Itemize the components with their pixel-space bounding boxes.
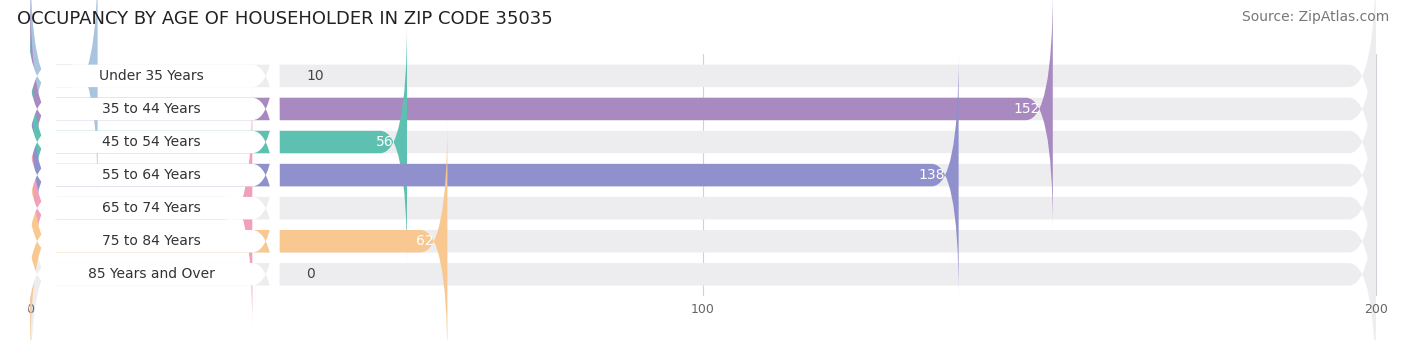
Text: 138: 138: [918, 168, 945, 182]
Text: 33: 33: [221, 201, 239, 215]
FancyBboxPatch shape: [24, 54, 280, 296]
FancyBboxPatch shape: [31, 0, 1375, 230]
Text: 45 to 54 Years: 45 to 54 Years: [103, 135, 201, 149]
FancyBboxPatch shape: [31, 153, 1375, 340]
Text: 152: 152: [1012, 102, 1039, 116]
Text: 55 to 64 Years: 55 to 64 Years: [103, 168, 201, 182]
FancyBboxPatch shape: [31, 21, 406, 263]
FancyBboxPatch shape: [24, 21, 280, 263]
Text: Source: ZipAtlas.com: Source: ZipAtlas.com: [1241, 10, 1389, 24]
FancyBboxPatch shape: [31, 54, 1375, 296]
Text: 0: 0: [307, 267, 315, 281]
Text: 10: 10: [307, 69, 323, 83]
FancyBboxPatch shape: [24, 0, 280, 230]
Text: 62: 62: [416, 234, 434, 248]
FancyBboxPatch shape: [31, 54, 959, 296]
FancyBboxPatch shape: [24, 87, 280, 329]
Text: Under 35 Years: Under 35 Years: [98, 69, 204, 83]
FancyBboxPatch shape: [31, 0, 1053, 230]
FancyBboxPatch shape: [31, 87, 252, 329]
FancyBboxPatch shape: [31, 0, 97, 197]
FancyBboxPatch shape: [31, 21, 1375, 263]
FancyBboxPatch shape: [31, 120, 447, 340]
FancyBboxPatch shape: [31, 120, 1375, 340]
FancyBboxPatch shape: [24, 120, 280, 340]
Text: 65 to 74 Years: 65 to 74 Years: [103, 201, 201, 215]
FancyBboxPatch shape: [24, 0, 280, 197]
FancyBboxPatch shape: [31, 87, 1375, 329]
Text: 75 to 84 Years: 75 to 84 Years: [103, 234, 201, 248]
FancyBboxPatch shape: [24, 153, 280, 340]
Text: 35 to 44 Years: 35 to 44 Years: [103, 102, 201, 116]
Text: 85 Years and Over: 85 Years and Over: [89, 267, 215, 281]
Text: OCCUPANCY BY AGE OF HOUSEHOLDER IN ZIP CODE 35035: OCCUPANCY BY AGE OF HOUSEHOLDER IN ZIP C…: [17, 10, 553, 28]
Text: 56: 56: [375, 135, 394, 149]
FancyBboxPatch shape: [31, 0, 1375, 197]
